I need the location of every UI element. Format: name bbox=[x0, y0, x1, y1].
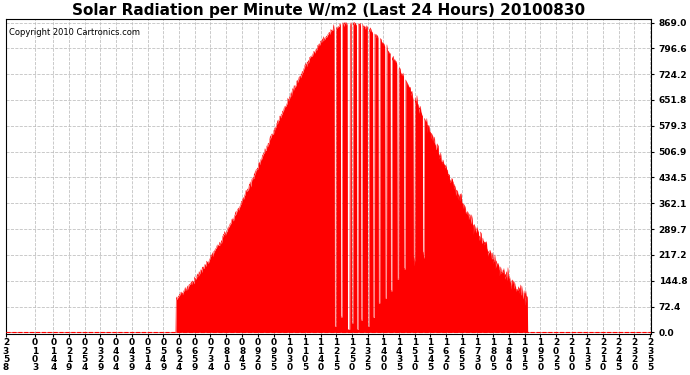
Text: Copyright 2010 Cartronics.com: Copyright 2010 Cartronics.com bbox=[9, 28, 140, 38]
Title: Solar Radiation per Minute W/m2 (Last 24 Hours) 20100830: Solar Radiation per Minute W/m2 (Last 24… bbox=[72, 3, 585, 18]
